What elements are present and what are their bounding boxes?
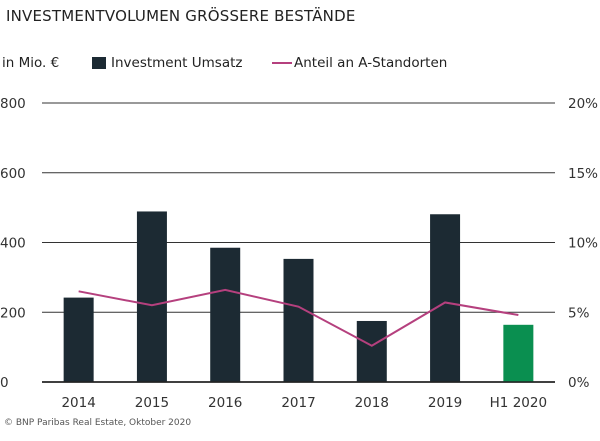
y-tick-label: 800 (0, 96, 26, 112)
y2-tick-label: 15% (568, 166, 598, 182)
y-tick-label: 0 (0, 375, 9, 391)
x-tick-label: 2014 (61, 395, 95, 411)
y2-tick-label: 20% (568, 96, 598, 112)
y-tick-label: 200 (0, 305, 26, 321)
y-axis-unit-label: in Mio. € (2, 55, 60, 71)
bar-2019 (430, 214, 461, 382)
bar-2018 (356, 320, 387, 382)
legend-item-bars: Investment Umsatz (92, 55, 242, 71)
x-tick-label: 2019 (428, 395, 462, 411)
legend-line-swatch (272, 62, 292, 64)
x-tick-label: 2018 (355, 395, 389, 411)
legend-label: Anteil an A-Standorten (294, 55, 448, 71)
y-tick-label: 600 (0, 166, 26, 182)
source-note: © BNP Paribas Real Estate, Oktober 2020 (4, 418, 192, 428)
legend-bar-swatch (92, 57, 106, 69)
bar-2017 (283, 258, 314, 382)
x-tick-label: 2017 (281, 395, 315, 411)
y2-tick-label: 5% (568, 305, 590, 321)
bar-2016 (210, 247, 241, 382)
chart-title: INVESTMENTVOLUMEN GRÖSSERE BESTÄNDE (6, 7, 356, 25)
y2-tick-label: 0% (568, 375, 590, 391)
y-tick-label: 400 (0, 236, 26, 252)
x-tick-label: 2016 (208, 395, 242, 411)
bar-2015 (136, 211, 167, 382)
legend-label: Investment Umsatz (111, 55, 243, 71)
x-tick-label: 2015 (135, 395, 169, 411)
bar-2014 (63, 297, 94, 382)
bar-h1-2020 (503, 324, 534, 382)
x-tick-label: H1 2020 (490, 395, 547, 411)
legend-item-line: Anteil an A-Standorten (272, 55, 447, 71)
y2-tick-label: 10% (568, 236, 598, 252)
